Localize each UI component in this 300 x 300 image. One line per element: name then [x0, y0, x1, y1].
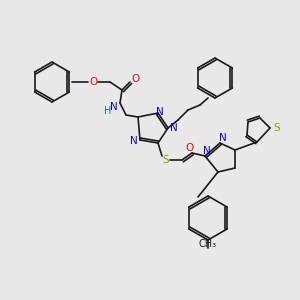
Text: O: O: [89, 77, 97, 87]
Text: H: H: [104, 106, 112, 116]
Text: N: N: [203, 146, 211, 156]
Text: O: O: [186, 143, 194, 153]
Text: CH₃: CH₃: [199, 239, 217, 249]
Text: S: S: [163, 155, 169, 165]
Text: S: S: [274, 123, 280, 133]
Text: N: N: [170, 123, 178, 133]
Text: O: O: [131, 74, 139, 84]
Text: N: N: [219, 133, 227, 143]
Text: N: N: [156, 107, 164, 117]
Text: N: N: [130, 136, 138, 146]
Text: N: N: [110, 102, 118, 112]
